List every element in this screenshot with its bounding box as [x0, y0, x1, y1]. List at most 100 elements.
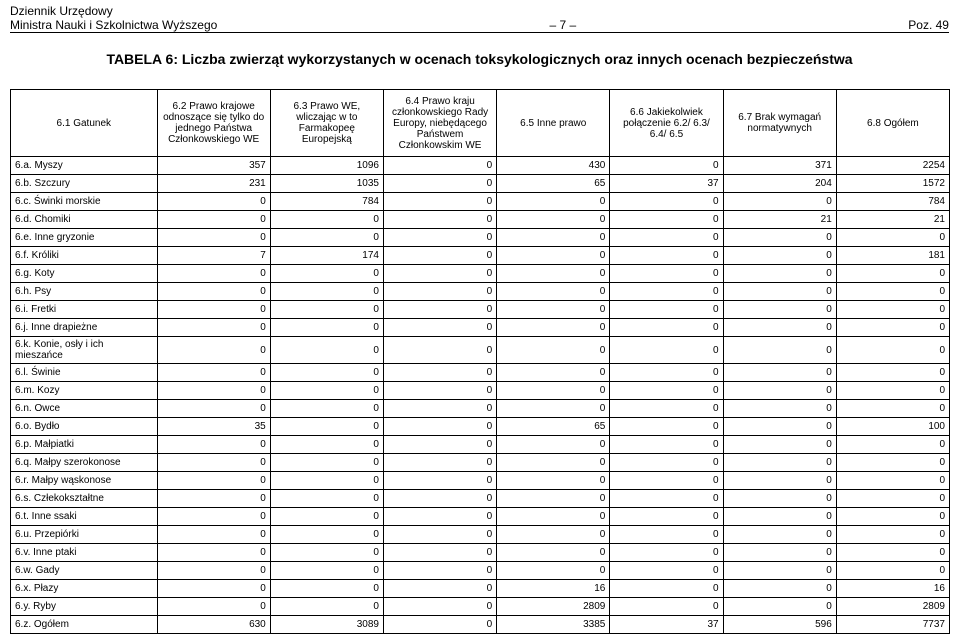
row-value: 0	[157, 301, 270, 319]
table-row: 6.n. Owce0000000	[11, 400, 950, 418]
row-value: 0	[270, 490, 383, 508]
row-value: 0	[836, 301, 949, 319]
row-value: 0	[836, 319, 949, 337]
row-value: 0	[497, 265, 610, 283]
row-value: 0	[270, 211, 383, 229]
row-value: 7737	[836, 616, 949, 634]
row-value: 0	[157, 319, 270, 337]
row-value: 0	[497, 562, 610, 580]
row-value: 0	[157, 472, 270, 490]
row-value: 0	[270, 436, 383, 454]
col-header: 6.4 Prawo kraju członkowskiego Rady Euro…	[383, 90, 496, 157]
row-value: 0	[157, 544, 270, 562]
header-page-number: – 7 –	[539, 18, 586, 32]
row-value: 0	[610, 490, 723, 508]
row-value: 0	[383, 229, 496, 247]
row-value: 0	[157, 400, 270, 418]
row-value: 0	[383, 472, 496, 490]
row-value: 0	[270, 580, 383, 598]
row-value: 0	[610, 319, 723, 337]
row-value: 16	[497, 580, 610, 598]
table-row: 6.t. Inne ssaki0000000	[11, 508, 950, 526]
row-value: 0	[497, 283, 610, 301]
row-value: 0	[836, 382, 949, 400]
row-value: 181	[836, 247, 949, 265]
row-value: 0	[836, 472, 949, 490]
header-ministry: Ministra Nauki i Szkolnictwa Wyższego	[10, 18, 217, 32]
table-row: 6.i. Fretki0000000	[11, 301, 950, 319]
table-row: 6.m. Kozy0000000	[11, 382, 950, 400]
row-value: 0	[497, 364, 610, 382]
table-row: 6.c. Świnki morskie07840000784	[11, 193, 950, 211]
row-value: 0	[836, 229, 949, 247]
row-value: 0	[383, 283, 496, 301]
row-value: 0	[383, 418, 496, 436]
table-row: 6.k. Konie, osły i ich mieszańce0000000	[11, 337, 950, 364]
row-value: 0	[610, 211, 723, 229]
row-value: 0	[270, 229, 383, 247]
header-line2: Ministra Nauki i Szkolnictwa Wyższego – …	[10, 18, 949, 32]
row-label: 6.x. Płazy	[11, 580, 158, 598]
table-row: 6.e. Inne gryzonie0000000	[11, 229, 950, 247]
row-value: 0	[836, 562, 949, 580]
table-row: 6.q. Małpy szerokonose0000000	[11, 454, 950, 472]
row-value: 0	[383, 175, 496, 193]
row-value: 0	[610, 247, 723, 265]
row-value: 0	[723, 337, 836, 364]
row-value: 0	[383, 301, 496, 319]
row-value: 0	[610, 400, 723, 418]
row-label: 6.f. Króliki	[11, 247, 158, 265]
row-value: 0	[270, 472, 383, 490]
row-value: 174	[270, 247, 383, 265]
row-value: 0	[270, 508, 383, 526]
row-value: 0	[610, 193, 723, 211]
row-value: 0	[497, 400, 610, 418]
col-header: 6.7 Brak wymagań normatywnych	[723, 90, 836, 157]
row-value: 0	[270, 265, 383, 283]
row-value: 0	[610, 436, 723, 454]
col-header: 6.1 Gatunek	[11, 90, 158, 157]
col-header: 6.8 Ogółem	[836, 90, 949, 157]
row-value: 0	[497, 508, 610, 526]
row-value: 0	[383, 616, 496, 634]
table-row: 6.j. Inne drapieżne0000000	[11, 319, 950, 337]
row-value: 0	[157, 436, 270, 454]
row-label: 6.e. Inne gryzonie	[11, 229, 158, 247]
row-value: 0	[270, 544, 383, 562]
row-value: 0	[383, 247, 496, 265]
row-value: 0	[270, 418, 383, 436]
row-value: 100	[836, 418, 949, 436]
row-value: 0	[157, 580, 270, 598]
row-value: 0	[383, 526, 496, 544]
row-label: 6.m. Kozy	[11, 382, 158, 400]
row-value: 0	[610, 382, 723, 400]
row-value: 0	[723, 400, 836, 418]
row-value: 0	[836, 508, 949, 526]
row-value: 204	[723, 175, 836, 193]
row-value: 0	[383, 544, 496, 562]
document-header: Dziennik Urzędowy Ministra Nauki i Szkol…	[0, 0, 959, 32]
table-row: 6.r. Małpy wąskonose0000000	[11, 472, 950, 490]
row-value: 0	[270, 283, 383, 301]
table-row: 6.u. Przepiórki0000000	[11, 526, 950, 544]
row-value: 7	[157, 247, 270, 265]
row-value: 0	[270, 319, 383, 337]
row-value: 430	[497, 157, 610, 175]
row-value: 0	[383, 157, 496, 175]
row-value: 0	[610, 229, 723, 247]
table-row: 6.h. Psy0000000	[11, 283, 950, 301]
row-value: 0	[270, 562, 383, 580]
row-value: 65	[497, 175, 610, 193]
row-value: 0	[610, 157, 723, 175]
table-row: 6.w. Gady0000000	[11, 562, 950, 580]
row-value: 0	[723, 508, 836, 526]
row-value: 0	[836, 364, 949, 382]
row-value: 0	[723, 283, 836, 301]
row-value: 0	[497, 337, 610, 364]
row-value: 0	[270, 364, 383, 382]
table-row: 6.b. Szczury2311035065372041572	[11, 175, 950, 193]
row-value: 0	[157, 265, 270, 283]
row-value: 0	[723, 490, 836, 508]
row-value: 0	[497, 436, 610, 454]
row-value: 0	[723, 526, 836, 544]
